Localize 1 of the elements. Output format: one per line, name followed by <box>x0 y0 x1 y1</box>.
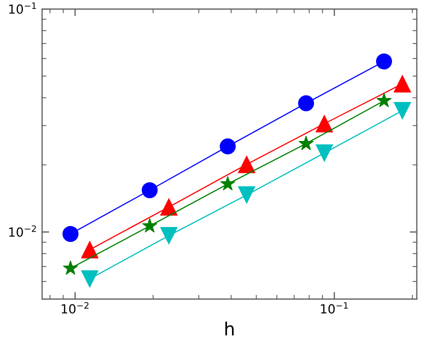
x-axis-title: h <box>225 322 234 336</box>
